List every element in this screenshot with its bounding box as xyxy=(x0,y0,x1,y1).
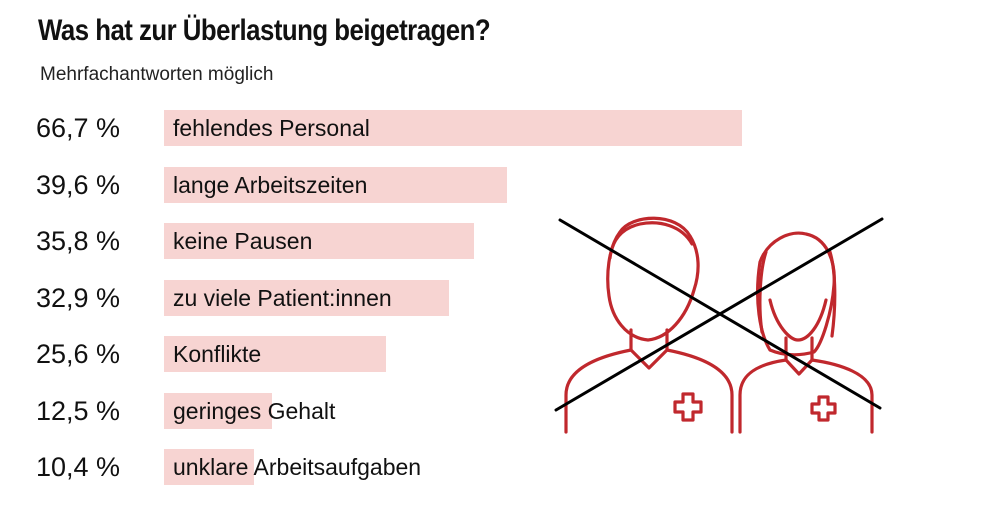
bar-row: 25,6 % Konflikte xyxy=(0,336,520,372)
category-label: lange Arbeitszeiten xyxy=(173,171,368,198)
value-label: 10,4 % xyxy=(36,452,121,482)
crossed-out-x-icon xyxy=(554,217,884,412)
value-label: 32,9 % xyxy=(36,282,121,313)
value-label: 39,6 % xyxy=(36,169,121,200)
bar xyxy=(164,279,450,316)
value-label: 66,7 % xyxy=(36,113,121,143)
medical-cross-icon xyxy=(673,392,703,422)
bar xyxy=(164,223,475,259)
bar xyxy=(164,336,386,372)
value-label: 25,6 % xyxy=(36,339,121,369)
value-label: 12,5 % xyxy=(36,395,121,426)
category-label: fehlendes Personal xyxy=(173,115,370,141)
bar xyxy=(164,166,508,203)
medical-cross-icon xyxy=(810,395,837,422)
bar xyxy=(164,110,743,146)
chart-subtitle: Mehrfachantworten möglich xyxy=(40,64,274,85)
category-label: geringes Gehalt xyxy=(173,397,336,424)
bar-row: 10,4 % unklare Arbeitsaufgaben xyxy=(0,449,520,485)
bar-row: 12,5 % geringes Gehalt xyxy=(0,392,520,429)
value-label: 35,8 % xyxy=(36,226,121,256)
chart-title: Was hat zur Überlastung beigetragen? xyxy=(38,14,491,47)
bar-row: 66,7 % fehlendes Personal xyxy=(0,110,743,146)
bar-chart: 66,7 % fehlendes Personal 39,6 % lange Arbe… xyxy=(0,110,743,500)
category-label: zu viele Patient:innen xyxy=(173,284,392,311)
bar xyxy=(164,392,273,429)
health-workers-illustration xyxy=(554,216,884,434)
male-health-worker-icon xyxy=(564,216,734,434)
bar xyxy=(164,449,255,485)
bar-row: 35,8 % keine Pausen xyxy=(0,223,520,259)
category-label: Konflikte xyxy=(173,341,262,367)
bar-row: 32,9 % zu viele Patient:innen xyxy=(0,279,520,316)
category-label: unklare Arbeitsaufgaben xyxy=(173,454,422,480)
category-label: keine Pausen xyxy=(173,228,313,254)
bar-row: 39,6 % lange Arbeitszeiten xyxy=(0,166,520,203)
